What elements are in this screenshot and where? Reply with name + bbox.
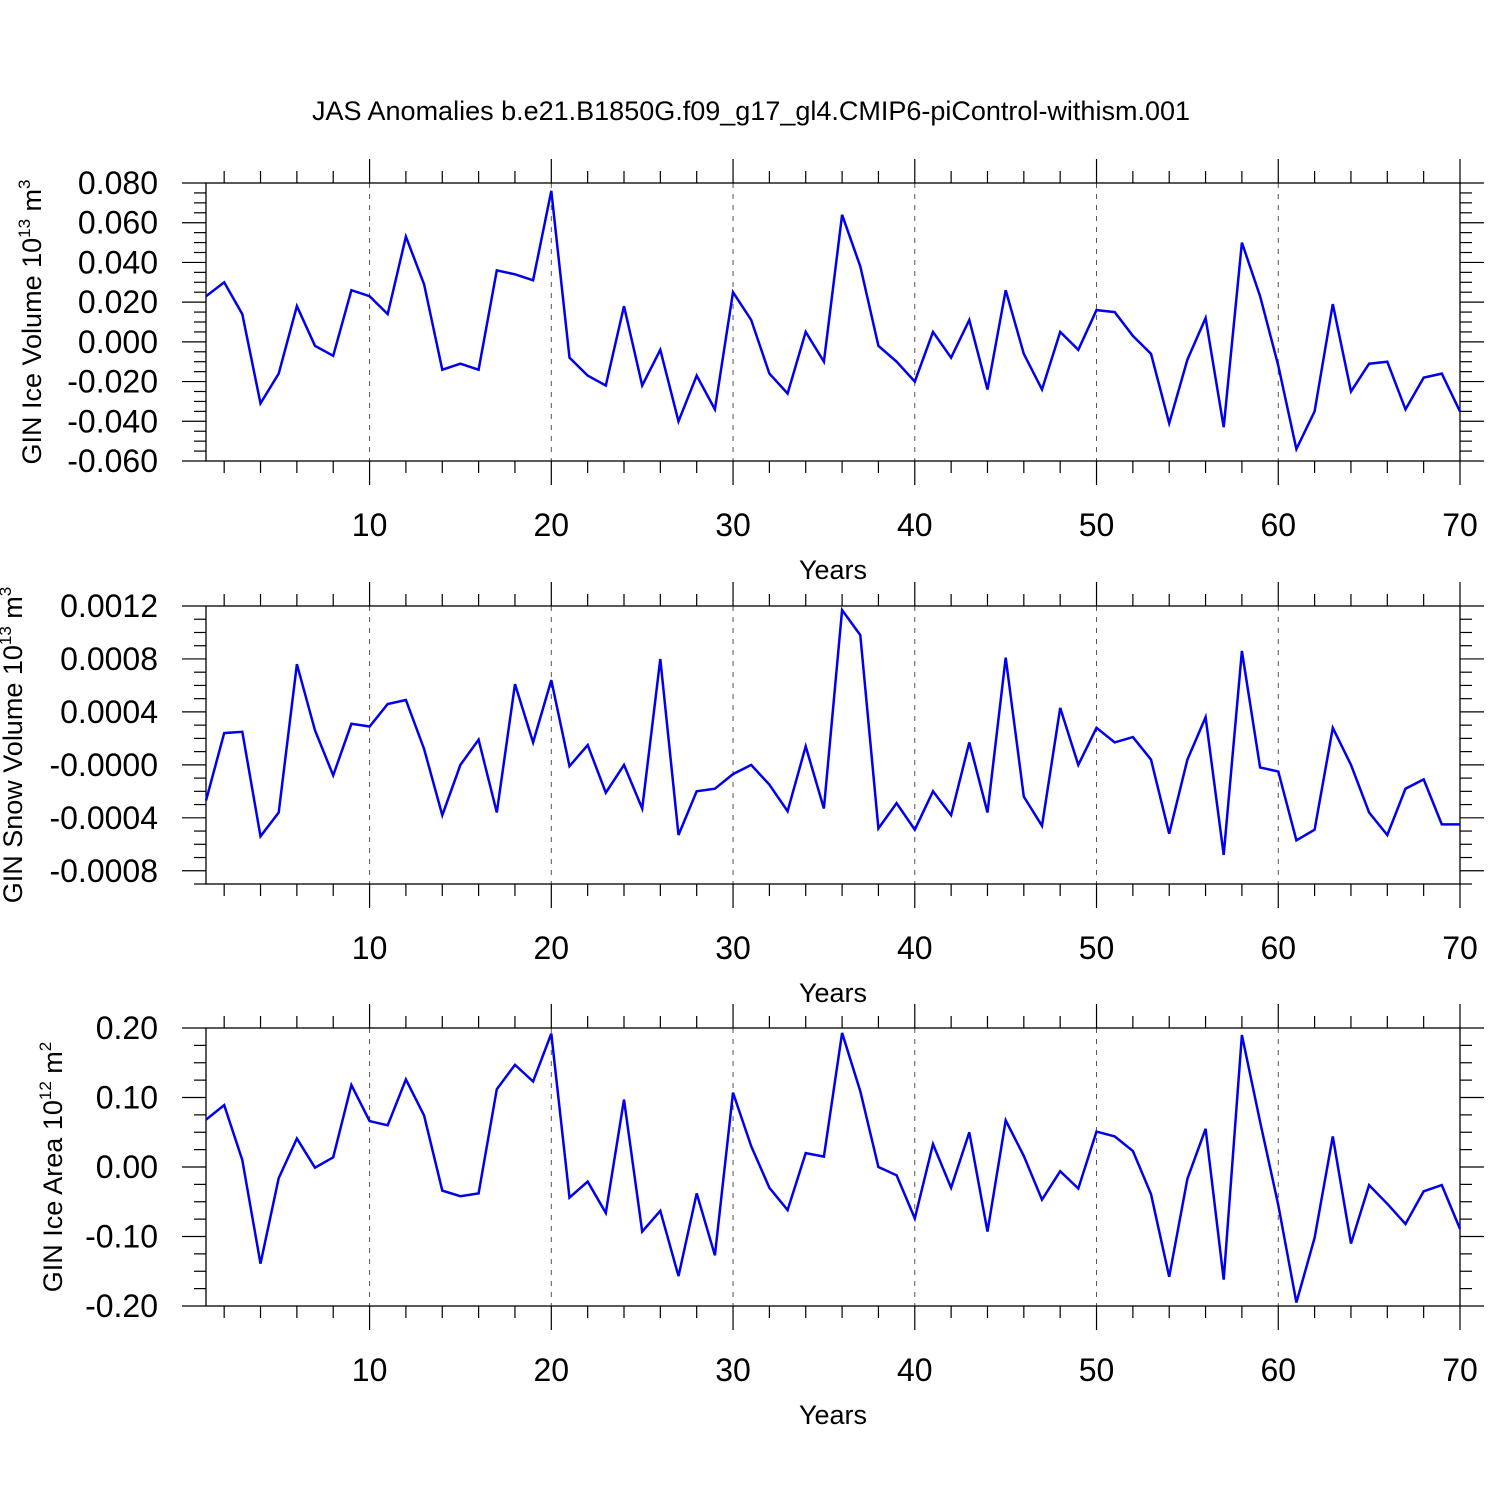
chart-panel-1: 10 20 30 40 50 60 70 Years -0.060 -0.040-0.020 0.0… <box>15 159 1484 585</box>
y-tick-label: -0.20 <box>85 1288 158 1324</box>
y-tick-label: -0.0000 <box>49 747 158 783</box>
x-tick-label-50: 50 <box>1079 1352 1115 1388</box>
x-tick-label-10: 10 <box>352 507 388 543</box>
y-tick-label: 0.080 <box>78 165 158 201</box>
x-tick-label-10: 10 <box>352 1352 388 1388</box>
y-tick-label: -0.10 <box>85 1219 158 1255</box>
x-tick-label-20: 20 <box>534 1352 570 1388</box>
y-tick-label: 0.040 <box>78 244 158 280</box>
y-tick-label: 0.0008 <box>60 641 158 677</box>
x-tick-label-40: 40 <box>897 507 933 543</box>
series-line-1 <box>204 606 1460 856</box>
x-tick-label-60: 60 <box>1260 507 1296 543</box>
x-tick-label-20: 20 <box>534 507 570 543</box>
series-line-1 <box>205 190 1462 453</box>
y-tick-label: 0.20 <box>96 1010 158 1046</box>
y-tick-label: -0.0004 <box>49 800 158 836</box>
y-tick-label: 0.00 <box>96 1149 158 1185</box>
y-tick-label: -0.040 <box>67 403 158 439</box>
x-tick-label-50: 50 <box>1079 930 1115 966</box>
y-tick-label: -0.060 <box>67 443 158 479</box>
x-tick-label-30: 30 <box>715 507 751 543</box>
y-tick-label: 0.0004 <box>60 694 158 730</box>
y-tick-label: 0.0012 <box>60 588 158 624</box>
y-axis-label: GIN Ice Area 1012 m2 <box>36 1042 68 1293</box>
y-axis-label: GIN Snow Volume 1013 m3 <box>0 587 28 904</box>
figure-title: JAS Anomalies b.e21.B1850G.f09_g17_gl4.C… <box>312 96 1190 126</box>
x-tick-label-60: 60 <box>1260 1352 1296 1388</box>
y-tick-label: 0.10 <box>96 1080 158 1116</box>
plot-frame <box>205 605 1461 885</box>
plot-frame <box>205 1027 1461 1307</box>
x-tick-label-50: 50 <box>1079 507 1115 543</box>
x-tick-label-70: 70 <box>1442 507 1478 543</box>
x-axis-label: Years <box>799 1400 867 1430</box>
series-line-1 <box>205 1032 1462 1303</box>
y-axis-label: GIN Ice Volume 1013 m3 <box>15 179 47 464</box>
y-tick-label: 0.020 <box>78 284 158 320</box>
panels-container: 10 20 30 40 50 60 70 Years -0.060 -0.040-0.020 0.0… <box>0 159 1484 1430</box>
x-tick-label-60: 60 <box>1260 930 1296 966</box>
x-tick-label-30: 30 <box>715 930 751 966</box>
x-tick-label-70: 70 <box>1442 930 1478 966</box>
x-tick-label-20: 20 <box>534 930 570 966</box>
y-tick-label: -0.0008 <box>49 853 158 889</box>
x-tick-label-30: 30 <box>715 1352 751 1388</box>
chart-panel-3: 10 20 30 40 50 60 70 Years -0.20 -0.10 0.00 0.10 0.2… <box>36 1004 1484 1430</box>
chart-panel-2: 10 20 30 40 50 60 70 Years -0.0008 -0.0004 -0.0000… <box>0 582 1484 1008</box>
x-tick-label-40: 40 <box>897 930 933 966</box>
y-tick-label: 0.060 <box>78 205 158 241</box>
x-axis-label: Years <box>799 555 867 585</box>
x-tick-label-10: 10 <box>352 930 388 966</box>
plot-frame <box>205 182 1461 462</box>
y-tick-label: 0.000 <box>78 324 158 360</box>
x-axis-label: Years <box>799 978 867 1008</box>
x-tick-label-70: 70 <box>1442 1352 1478 1388</box>
y-tick-label: -0.020 <box>67 364 158 400</box>
x-tick-label-40: 40 <box>897 1352 933 1388</box>
